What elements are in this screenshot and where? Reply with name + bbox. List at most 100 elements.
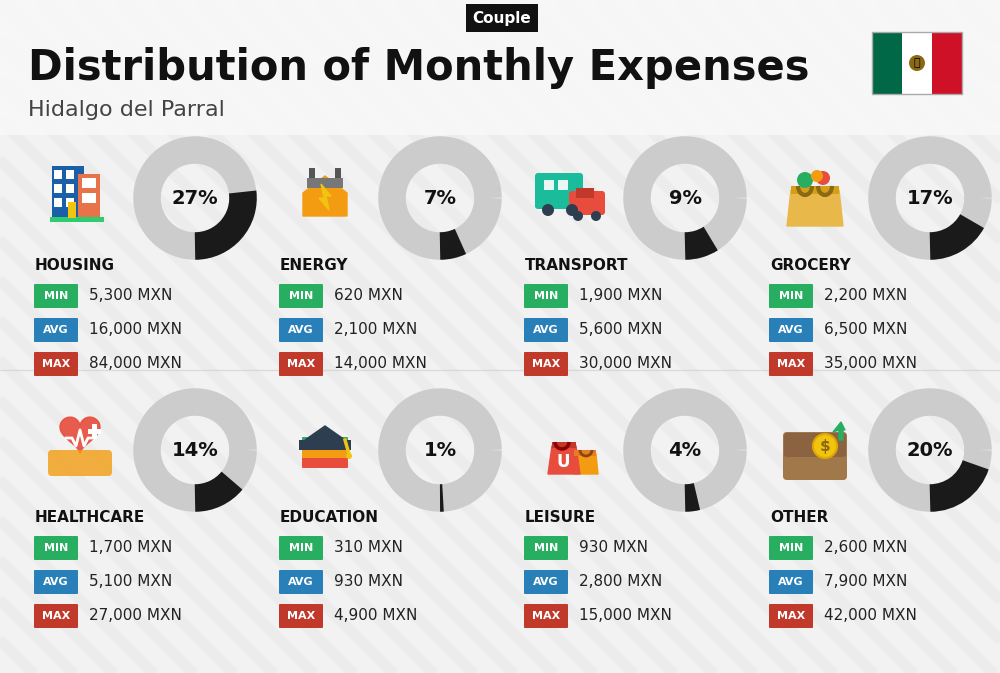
Polygon shape: [574, 454, 598, 474]
Bar: [88, 429, 101, 434]
FancyBboxPatch shape: [769, 570, 813, 594]
Text: MIN: MIN: [534, 543, 558, 553]
FancyBboxPatch shape: [302, 457, 348, 468]
Circle shape: [797, 172, 813, 188]
Text: LEISURE: LEISURE: [525, 511, 596, 526]
FancyBboxPatch shape: [769, 536, 813, 560]
Text: 2,200 MXN: 2,200 MXN: [824, 289, 907, 304]
Text: 4,900 MXN: 4,900 MXN: [334, 608, 417, 623]
Text: 7,900 MXN: 7,900 MXN: [824, 575, 907, 590]
Text: Hidalgo del Parral: Hidalgo del Parral: [28, 100, 225, 120]
Text: 27%: 27%: [172, 188, 218, 207]
Text: HOUSING: HOUSING: [35, 258, 115, 273]
Bar: [299, 440, 351, 450]
Text: MIN: MIN: [534, 291, 558, 301]
Text: MIN: MIN: [779, 543, 803, 553]
Text: 5,100 MXN: 5,100 MXN: [89, 575, 172, 590]
Bar: [66, 184, 74, 193]
Text: 1,700 MXN: 1,700 MXN: [89, 540, 172, 555]
Text: MAX: MAX: [287, 611, 315, 621]
Bar: [552, 442, 576, 448]
Bar: [335, 168, 341, 180]
Text: 84,000 MXN: 84,000 MXN: [89, 357, 182, 371]
Bar: [66, 198, 74, 207]
Bar: [0, 0, 1000, 135]
Circle shape: [566, 204, 578, 216]
Polygon shape: [303, 176, 347, 216]
Polygon shape: [833, 422, 845, 440]
Text: 310 MXN: 310 MXN: [334, 540, 403, 555]
Text: TRANSPORT: TRANSPORT: [525, 258, 629, 273]
FancyBboxPatch shape: [34, 352, 78, 376]
Bar: [902, 32, 932, 94]
Text: MIN: MIN: [289, 543, 313, 553]
Text: $: $: [820, 439, 830, 454]
Bar: [52, 166, 84, 218]
FancyBboxPatch shape: [524, 570, 568, 594]
Text: MAX: MAX: [287, 359, 315, 369]
FancyBboxPatch shape: [302, 437, 348, 448]
Text: 20%: 20%: [907, 441, 953, 460]
FancyBboxPatch shape: [524, 284, 568, 308]
Bar: [82, 193, 96, 203]
FancyBboxPatch shape: [48, 450, 112, 476]
Text: 17%: 17%: [907, 188, 953, 207]
FancyBboxPatch shape: [769, 604, 813, 628]
Text: 14%: 14%: [172, 441, 218, 460]
Bar: [68, 202, 76, 218]
FancyBboxPatch shape: [524, 536, 568, 560]
Text: MIN: MIN: [779, 291, 803, 301]
Text: MAX: MAX: [42, 359, 70, 369]
Text: 14,000 MXN: 14,000 MXN: [334, 357, 427, 371]
Bar: [791, 186, 839, 194]
Text: U: U: [556, 453, 570, 471]
Bar: [54, 198, 62, 207]
Bar: [309, 168, 315, 180]
Text: 1,900 MXN: 1,900 MXN: [579, 289, 662, 304]
Text: 6,500 MXN: 6,500 MXN: [824, 322, 907, 337]
Bar: [54, 170, 62, 179]
Bar: [574, 450, 596, 456]
FancyBboxPatch shape: [769, 284, 813, 308]
Circle shape: [591, 211, 601, 221]
FancyBboxPatch shape: [34, 604, 78, 628]
Text: HEALTHCARE: HEALTHCARE: [35, 511, 145, 526]
Bar: [558, 180, 568, 190]
Polygon shape: [787, 190, 843, 226]
FancyBboxPatch shape: [279, 604, 323, 628]
Text: MAX: MAX: [532, 359, 560, 369]
Circle shape: [573, 211, 583, 221]
Text: AVG: AVG: [43, 325, 69, 335]
FancyBboxPatch shape: [279, 318, 323, 342]
FancyBboxPatch shape: [279, 570, 323, 594]
Text: AVG: AVG: [43, 577, 69, 587]
Circle shape: [811, 170, 823, 182]
Bar: [872, 32, 902, 94]
Polygon shape: [548, 446, 580, 474]
Text: 9%: 9%: [668, 188, 702, 207]
FancyBboxPatch shape: [34, 318, 78, 342]
Text: 2,100 MXN: 2,100 MXN: [334, 322, 417, 337]
FancyBboxPatch shape: [34, 536, 78, 560]
Text: MAX: MAX: [532, 611, 560, 621]
FancyBboxPatch shape: [524, 318, 568, 342]
Text: Distribution of Monthly Expenses: Distribution of Monthly Expenses: [28, 47, 810, 89]
Bar: [307, 178, 343, 188]
FancyBboxPatch shape: [279, 536, 323, 560]
Text: 30,000 MXN: 30,000 MXN: [579, 357, 672, 371]
Text: MIN: MIN: [289, 291, 313, 301]
Text: 930 MXN: 930 MXN: [334, 575, 403, 590]
FancyBboxPatch shape: [279, 284, 323, 308]
Polygon shape: [60, 417, 100, 453]
Text: AVG: AVG: [288, 325, 314, 335]
Text: 2,600 MXN: 2,600 MXN: [824, 540, 907, 555]
Bar: [872, 32, 962, 94]
Text: 42,000 MXN: 42,000 MXN: [824, 608, 917, 623]
Text: 5,600 MXN: 5,600 MXN: [579, 322, 662, 337]
Text: Couple: Couple: [473, 11, 531, 26]
Circle shape: [816, 171, 830, 185]
Text: MAX: MAX: [42, 611, 70, 621]
Text: 7%: 7%: [424, 188, 456, 207]
FancyBboxPatch shape: [34, 570, 78, 594]
Circle shape: [346, 453, 352, 459]
